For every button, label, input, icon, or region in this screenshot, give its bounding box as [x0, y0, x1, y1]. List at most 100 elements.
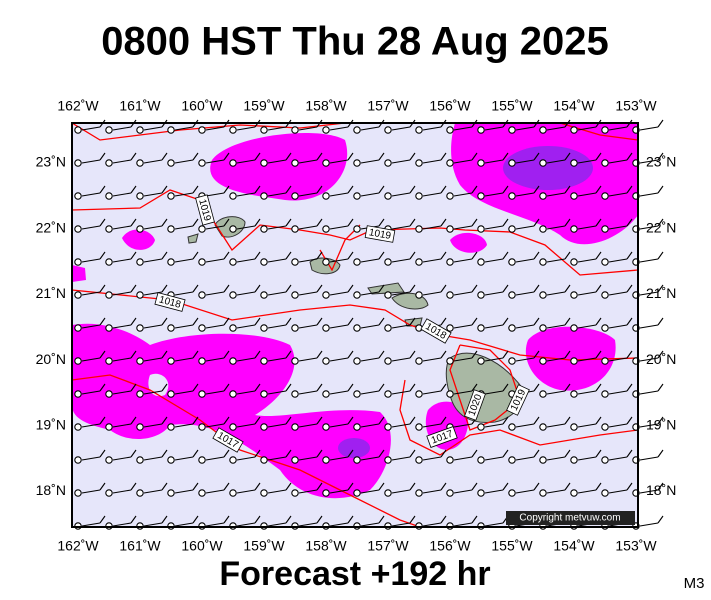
barb-feather [347, 317, 354, 326]
barb-feather [595, 218, 602, 227]
barb-feather [657, 284, 664, 293]
barb-shaft [546, 390, 566, 395]
station [291, 126, 299, 134]
barb-feather [440, 350, 447, 359]
barb-feather [223, 185, 230, 194]
barb-feather [657, 350, 664, 359]
barb-shaft [112, 423, 132, 428]
station [415, 423, 423, 431]
station [198, 390, 206, 398]
barb-feather [130, 416, 137, 425]
station [384, 456, 392, 464]
barb-feather [533, 317, 540, 326]
map-frame [71, 122, 639, 528]
barb-shaft [267, 126, 287, 131]
station [322, 456, 330, 464]
station [446, 258, 454, 266]
barb-feather [564, 350, 571, 359]
barb-feather [223, 284, 230, 293]
barb-feather [254, 218, 261, 227]
barb-shaft [546, 126, 566, 131]
barb-feather [626, 317, 633, 326]
lon-label: 162˚W [57, 538, 99, 554]
isobar-label-text: 1019 [368, 227, 392, 242]
barb-shaft [484, 258, 504, 263]
barb-shaft [360, 456, 380, 461]
barb-shaft [112, 159, 132, 164]
barb-shaft [453, 324, 473, 329]
station [74, 258, 82, 266]
station [508, 357, 516, 365]
station [105, 357, 113, 365]
station [322, 357, 330, 365]
barb-shaft [577, 357, 597, 362]
station [198, 456, 206, 464]
barb-shaft [236, 225, 256, 230]
station [508, 456, 516, 464]
barb-shaft [546, 291, 566, 296]
station [136, 324, 144, 332]
station [353, 258, 361, 266]
barb-feather [440, 317, 447, 326]
barb-shaft [515, 225, 535, 230]
barb-shaft [205, 390, 225, 395]
lon-label: 159˚W [243, 98, 285, 114]
barb-shaft [515, 357, 535, 362]
barb-feather [161, 416, 168, 425]
barb-shaft [484, 456, 504, 461]
barb-shaft [546, 324, 566, 329]
barb-shaft [639, 159, 659, 164]
barb-feather [285, 152, 292, 161]
barb-feather [192, 416, 199, 425]
barb-shaft [484, 291, 504, 296]
station [539, 225, 547, 233]
lon-label: 161˚W [119, 538, 161, 554]
station [415, 126, 423, 134]
barb-shaft [329, 126, 349, 131]
station [570, 423, 578, 431]
barb-shaft [608, 423, 628, 428]
barb-feather [533, 251, 540, 260]
lon-label: 154˚W [553, 538, 595, 554]
station [601, 192, 609, 200]
station [384, 291, 392, 299]
station [229, 258, 237, 266]
barb-feather [626, 251, 633, 260]
station [198, 357, 206, 365]
station [384, 126, 392, 134]
barb-shaft [81, 489, 101, 494]
barb-feather [471, 185, 478, 194]
barb-shaft [267, 159, 287, 164]
barb-feather [595, 185, 602, 194]
lat-label: 23˚N [646, 154, 676, 170]
barb-feather [254, 284, 261, 293]
barb-feather [502, 218, 509, 227]
station [322, 390, 330, 398]
barb-shaft [360, 126, 380, 131]
station [477, 489, 485, 497]
barb-shaft [236, 456, 256, 461]
barb-feather [316, 317, 323, 326]
barb-shaft [422, 192, 442, 197]
station [446, 291, 454, 299]
barb-feather [378, 482, 385, 491]
barb-shaft [81, 291, 101, 296]
barb-shaft [608, 390, 628, 395]
station [601, 390, 609, 398]
lon-label: 162˚W [57, 98, 99, 114]
isobar-label-box [154, 292, 186, 312]
barb-feather [161, 284, 168, 293]
barb-feather [192, 185, 199, 194]
barb-shaft [608, 357, 628, 362]
barb-shaft [174, 489, 194, 494]
station [260, 456, 268, 464]
station [415, 225, 423, 233]
station [415, 390, 423, 398]
barb-feather [316, 482, 323, 491]
barb-feather [409, 350, 416, 359]
station [570, 357, 578, 365]
station [260, 159, 268, 167]
barb-feather [533, 284, 540, 293]
barb-feather [533, 482, 540, 491]
barb-feather [409, 515, 416, 524]
